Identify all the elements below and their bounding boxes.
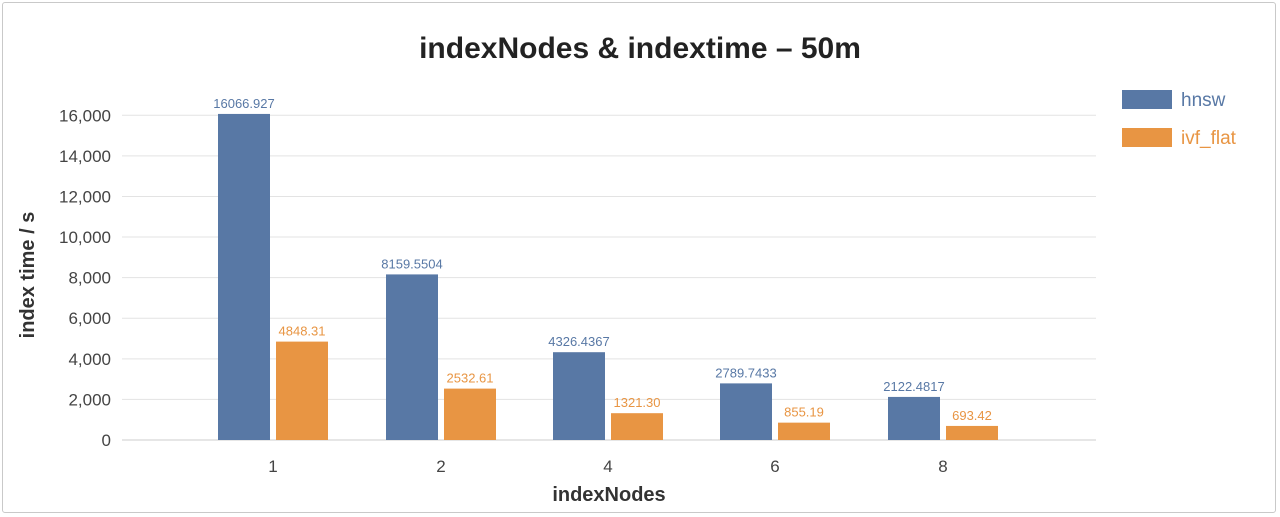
- x-axis-title: indexNodes: [552, 484, 665, 506]
- data-label-hnsw-6: 2789.7433: [715, 365, 776, 380]
- y-tick-label: 14,000: [59, 147, 111, 166]
- y-tick-label: 4,000: [68, 350, 111, 369]
- bar-ivf_flat-6: [778, 422, 830, 440]
- y-tick-label: 6,000: [68, 309, 111, 328]
- y-tick-label: 2,000: [68, 390, 111, 409]
- legend-label-ivf_flat: ivf_flat: [1181, 128, 1237, 149]
- bar-ivf_flat-2: [444, 388, 496, 440]
- data-label-ivf_flat-4: 1321.30: [614, 395, 661, 410]
- x-tick-label: 4: [603, 457, 612, 476]
- data-label-ivf_flat-1: 4848.31: [279, 324, 326, 339]
- chart-title: indexNodes & indextime – 50m: [419, 32, 861, 65]
- data-labels: 16066.927 8159.5504 4326.4367 2789.7433 2122…: [213, 96, 992, 423]
- bar-hnsw-6: [720, 383, 772, 440]
- legend-swatch-ivf_flat: [1122, 128, 1172, 147]
- bar-ivf_flat-4: [611, 413, 663, 440]
- x-tick-label: 1: [268, 457, 277, 476]
- data-label-ivf_flat-8: 693.42: [952, 408, 992, 423]
- bars: [218, 113, 998, 441]
- y-tick-label: 10,000: [59, 228, 111, 247]
- bar-hnsw-1: [218, 113, 270, 441]
- y-axis-ticks: 0 2,000 4,000 6,000 8,000 10,000 12,000 14,000 1…: [59, 106, 111, 450]
- bar-ivf_flat-8: [946, 425, 998, 440]
- y-tick-label: 12,000: [59, 187, 111, 206]
- bar-ivf_flat-1: [276, 341, 328, 440]
- y-tick-label: 8,000: [68, 269, 111, 288]
- legend-label-hnsw: hnsw: [1181, 90, 1226, 111]
- data-label-hnsw-4: 4326.4367: [548, 334, 609, 349]
- x-tick-label: 6: [770, 457, 779, 476]
- x-tick-label: 8: [938, 457, 947, 476]
- x-axis-ticks: 1 2 4 6 8: [268, 457, 947, 476]
- y-axis-title: index time / s: [17, 212, 39, 339]
- bar-hnsw-4: [553, 352, 605, 440]
- data-label-hnsw-8: 2122.4817: [883, 379, 944, 394]
- bar-hnsw-8: [888, 396, 940, 440]
- bar-hnsw-2: [386, 274, 438, 440]
- y-tick-label: 0: [102, 431, 111, 450]
- y-tick-label: 16,000: [59, 106, 111, 125]
- legend: hnsw ivf_flat: [1122, 90, 1237, 149]
- legend-swatch-hnsw: [1122, 90, 1172, 109]
- data-label-ivf_flat-6: 855.19: [784, 405, 824, 420]
- data-label-hnsw-2: 8159.5504: [381, 256, 442, 271]
- x-tick-label: 2: [436, 457, 445, 476]
- data-label-ivf_flat-2: 2532.61: [447, 371, 494, 386]
- data-label-hnsw-1: 16066.927: [213, 96, 274, 111]
